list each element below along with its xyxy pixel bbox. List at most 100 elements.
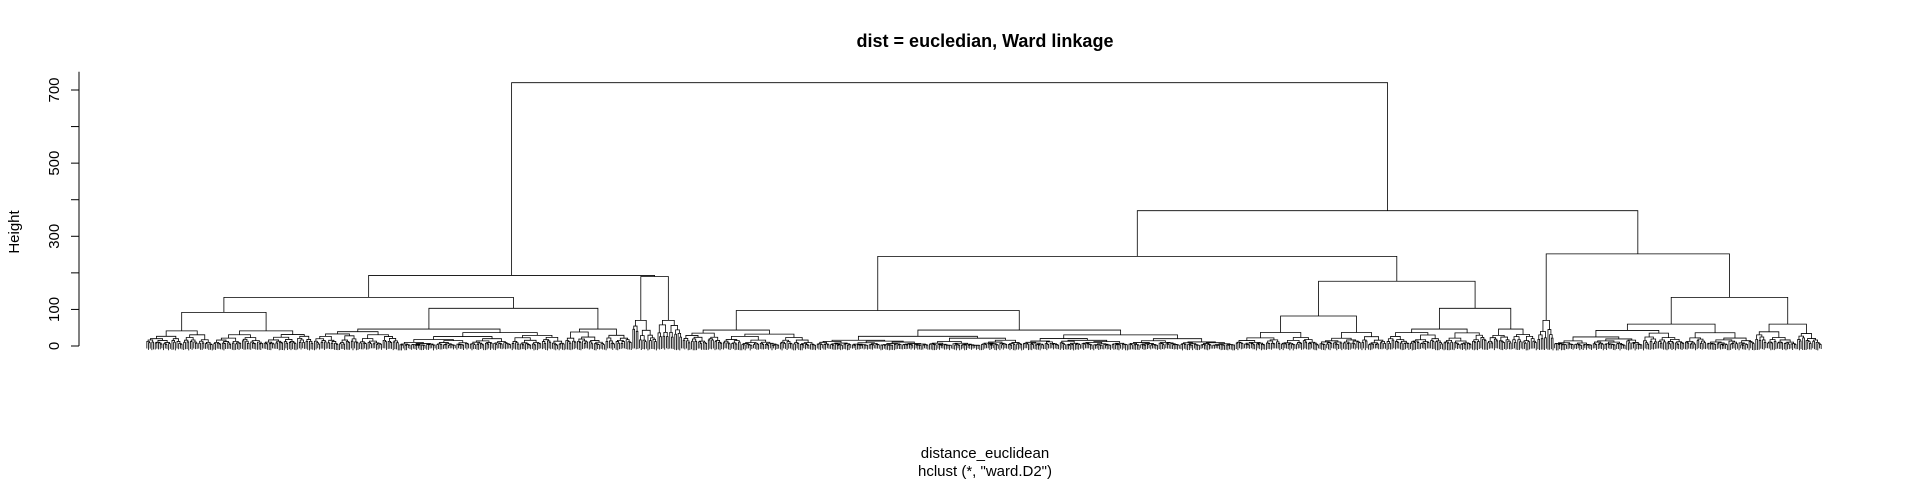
merge-link bbox=[1674, 342, 1679, 351]
merge-link bbox=[776, 344, 780, 349]
merge-link bbox=[877, 344, 880, 349]
merge-link bbox=[319, 335, 332, 341]
merge-link bbox=[1287, 343, 1291, 351]
merge-link bbox=[779, 342, 783, 351]
merge-link bbox=[567, 341, 571, 350]
merge-link bbox=[1257, 344, 1261, 350]
merge-link bbox=[1703, 342, 1706, 350]
merge-link bbox=[1579, 344, 1582, 351]
merge-link bbox=[433, 344, 436, 351]
merge-link bbox=[919, 344, 922, 350]
merge-link bbox=[473, 344, 476, 350]
x-axis-label: distance_euclidean bbox=[921, 445, 1049, 462]
merge-link bbox=[210, 344, 213, 351]
merge-link bbox=[1612, 344, 1616, 351]
merge-link bbox=[288, 342, 292, 351]
merge-link bbox=[1083, 343, 1086, 350]
merge-link bbox=[1413, 342, 1416, 350]
merge-link bbox=[1334, 343, 1339, 349]
merge-link bbox=[280, 334, 305, 338]
merge-link bbox=[407, 344, 411, 350]
merge-link bbox=[553, 343, 558, 350]
merge-link bbox=[872, 344, 875, 350]
merge-link bbox=[1001, 344, 1004, 350]
merge-link bbox=[1061, 343, 1065, 349]
merge-link bbox=[168, 343, 171, 351]
merge-link bbox=[1455, 342, 1459, 349]
merge-link bbox=[1383, 343, 1386, 349]
y-tick-label: 0 bbox=[46, 342, 63, 350]
merge-link bbox=[1396, 342, 1400, 349]
merge-B1b bbox=[1318, 280, 1476, 317]
merge-link bbox=[195, 342, 198, 350]
merge-link bbox=[453, 344, 456, 350]
merge-link bbox=[1514, 342, 1517, 350]
merge-link bbox=[677, 332, 682, 350]
merge-link bbox=[376, 344, 379, 350]
merge-link bbox=[241, 340, 245, 350]
merge-link bbox=[401, 344, 404, 351]
merge-link bbox=[1793, 344, 1797, 350]
merge-link bbox=[1147, 344, 1150, 349]
merge-link bbox=[179, 343, 183, 350]
merge-link bbox=[996, 344, 999, 351]
merge-link bbox=[573, 341, 577, 350]
merge-link bbox=[1693, 343, 1696, 351]
merge-B1b1 bbox=[1280, 315, 1357, 333]
merge-link bbox=[426, 344, 430, 350]
merge-link bbox=[1812, 340, 1815, 350]
merge-link bbox=[1133, 344, 1137, 350]
merge-link bbox=[1041, 344, 1044, 350]
merge-link bbox=[671, 336, 674, 350]
merge-link bbox=[644, 341, 647, 350]
merge-link bbox=[820, 344, 823, 351]
merge-link bbox=[1571, 344, 1574, 350]
merge-link bbox=[1633, 343, 1636, 351]
merge-link bbox=[173, 341, 176, 351]
merge-link bbox=[1180, 344, 1184, 351]
merge-link bbox=[640, 335, 645, 341]
merge-link bbox=[691, 340, 694, 351]
merge-link bbox=[1108, 344, 1111, 350]
merge-link bbox=[1463, 343, 1467, 351]
merge-link bbox=[1750, 342, 1754, 349]
merge-link bbox=[302, 341, 305, 349]
merge-link bbox=[902, 344, 905, 350]
merge-link bbox=[466, 343, 470, 350]
merge-link bbox=[293, 343, 297, 351]
merge-link bbox=[922, 344, 925, 350]
merge-link bbox=[258, 343, 262, 351]
merge-link bbox=[1686, 342, 1690, 350]
merge-link bbox=[1690, 343, 1693, 350]
merge-link bbox=[939, 344, 943, 350]
merge-link bbox=[1549, 334, 1553, 350]
merge-link bbox=[1773, 341, 1777, 351]
merge-link bbox=[957, 344, 961, 351]
merge-link bbox=[1250, 343, 1255, 349]
merge-link bbox=[514, 337, 531, 342]
merge-link bbox=[516, 343, 520, 351]
merge-link bbox=[1622, 344, 1626, 350]
merge-link bbox=[1755, 338, 1758, 350]
merge-link bbox=[154, 342, 158, 350]
merge-link bbox=[1482, 338, 1486, 350]
merge-link bbox=[1457, 344, 1460, 350]
merge-link bbox=[860, 344, 863, 349]
merge-link bbox=[1639, 344, 1643, 349]
merge-link bbox=[605, 341, 609, 351]
merge-link bbox=[1130, 344, 1133, 350]
merge-link bbox=[1443, 342, 1447, 351]
merge-link bbox=[531, 343, 536, 349]
merge-link bbox=[1763, 341, 1767, 350]
merge-link bbox=[722, 342, 726, 350]
y-axis: 0 100 300 500 700 bbox=[46, 71, 80, 350]
merge-link bbox=[617, 342, 620, 351]
merge-link bbox=[711, 339, 714, 350]
merge-link bbox=[1438, 342, 1442, 351]
merge-link bbox=[1472, 340, 1476, 350]
merge-link bbox=[389, 342, 392, 349]
merge-link bbox=[226, 342, 231, 349]
merge-link bbox=[707, 339, 711, 350]
merge-link bbox=[734, 343, 738, 351]
